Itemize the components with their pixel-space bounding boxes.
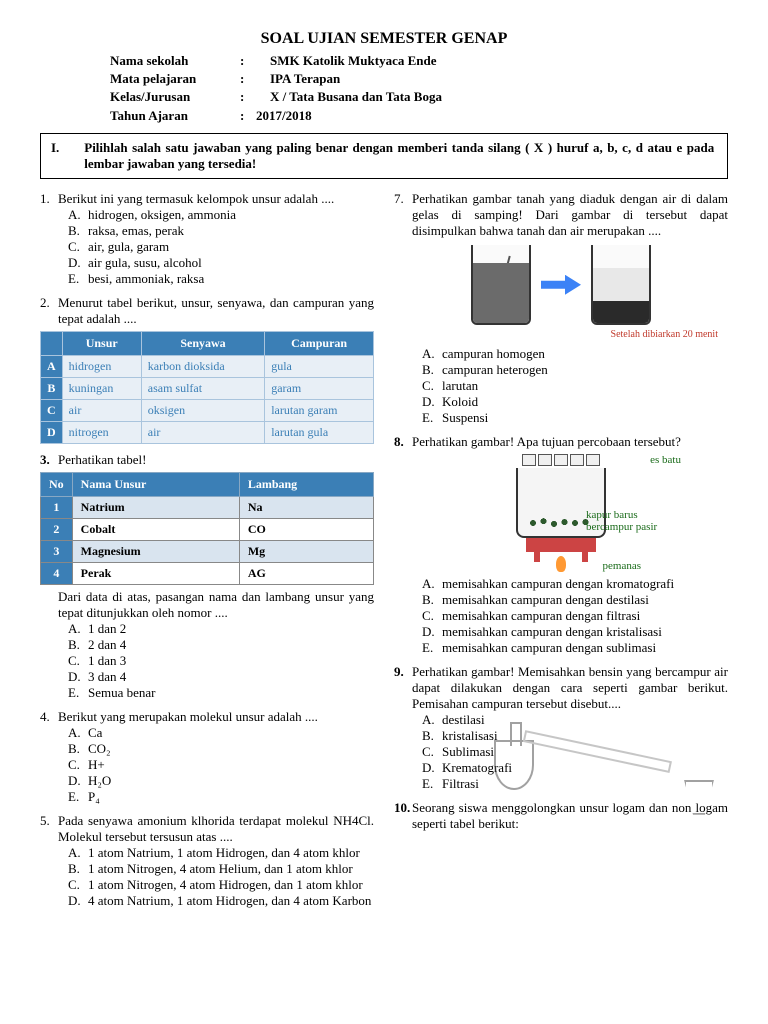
receiver-flask-icon xyxy=(684,780,714,815)
hdr-val: 2017/2018 xyxy=(256,107,312,125)
condenser-icon xyxy=(523,730,672,773)
hdr-val: IPA Terapan xyxy=(270,70,340,88)
exam-page: SOAL UJIAN SEMESTER GENAP Nama sekolah:S… xyxy=(0,0,768,1024)
hdr-label: Nama sekolah xyxy=(110,52,240,70)
ice-cubes-icon xyxy=(441,454,681,466)
question-1: 1.Berikut ini yang termasuk kelompok uns… xyxy=(40,191,374,287)
hdr-label: Mata pelajaran xyxy=(110,70,240,88)
question-4: 4.Berikut yang merupakan molekul unsur a… xyxy=(40,709,374,805)
left-column: 1.Berikut ini yang termasuk kelompok uns… xyxy=(40,191,374,917)
table-q2: UnsurSenyawaCampuran Ahidrogenkarbon dio… xyxy=(40,331,374,444)
hdr-val: SMK Katolik Muktyaca Ende xyxy=(270,52,437,70)
flask-icon xyxy=(494,740,534,790)
exam-title: SOAL UJIAN SEMESTER GENAP xyxy=(40,30,728,48)
right-column: 7.Perhatikan gambar tanah yang diaduk de… xyxy=(394,191,728,917)
question-5: 5.Pada senyawa amonium klhorida terdapat… xyxy=(40,813,374,909)
caption-text: Setelah dibiarkan 20 menit xyxy=(611,329,718,340)
question-3: 3.Perhatikan tabel! NoNama UnsurLambang … xyxy=(40,452,374,701)
instruction-text: Pilihlah salah satu jawaban yang paling … xyxy=(84,140,714,172)
question-9: 9.Perhatikan gambar! Memisahkan bensin y… xyxy=(394,664,728,792)
label-ice: es batu xyxy=(650,454,681,466)
question-8: 8.Perhatikan gambar! Apa tujuan percobaa… xyxy=(394,434,728,656)
table-q3: NoNama UnsurLambang 1NatriumNa 2CobaltCO… xyxy=(40,472,374,585)
distillation-diagram xyxy=(484,710,724,820)
label-camphor: kapur barus bercampur pasir xyxy=(586,509,681,533)
hdr-val: X / Tata Busana dan Tata Boga xyxy=(270,88,442,106)
instruction-box: I. Pilihlah salah satu jawaban yang pali… xyxy=(40,133,728,179)
question-7: 7.Perhatikan gambar tanah yang diaduk de… xyxy=(394,191,728,426)
sublimation-diagram: es batu kapur barus bercampur pasir pema… xyxy=(441,454,681,572)
roman-numeral: I. xyxy=(51,140,81,156)
hdr-label: Kelas/Jurusan xyxy=(110,88,240,106)
hdr-label: Tahun Ajaran xyxy=(110,107,240,125)
stand-icon xyxy=(526,538,596,552)
beaker-settled-icon xyxy=(591,245,651,325)
beaker-mixed-icon xyxy=(471,245,531,325)
header: SOAL UJIAN SEMESTER GENAP Nama sekolah:S… xyxy=(40,30,728,125)
question-2: 2.Menurut tabel berikut, unsur, senyawa,… xyxy=(40,295,374,444)
arrow-right-icon xyxy=(541,275,581,295)
label-heater: pemanas xyxy=(603,560,641,572)
beaker-diagram: Setelah dibiarkan 20 menit xyxy=(394,245,728,340)
content-columns: 1.Berikut ini yang termasuk kelompok uns… xyxy=(40,191,728,917)
flame-icon xyxy=(556,556,566,572)
